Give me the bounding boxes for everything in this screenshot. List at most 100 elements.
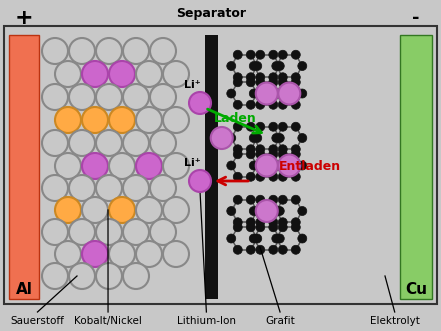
Circle shape [249, 161, 258, 170]
Circle shape [278, 78, 287, 87]
Circle shape [233, 78, 242, 87]
Circle shape [246, 122, 255, 131]
Circle shape [272, 161, 281, 170]
Circle shape [269, 223, 278, 232]
Circle shape [96, 263, 122, 289]
Circle shape [253, 62, 262, 71]
Circle shape [256, 100, 265, 109]
Circle shape [298, 234, 307, 243]
Circle shape [269, 122, 278, 131]
Circle shape [246, 150, 255, 159]
Bar [205, 35, 218, 299]
Circle shape [278, 150, 287, 159]
Circle shape [82, 61, 108, 87]
Circle shape [123, 38, 149, 64]
Circle shape [253, 161, 262, 170]
Circle shape [150, 38, 176, 64]
Circle shape [227, 62, 236, 71]
Circle shape [292, 195, 300, 204]
Circle shape [298, 89, 307, 98]
Circle shape [256, 145, 265, 154]
Circle shape [272, 234, 281, 243]
Circle shape [136, 153, 162, 179]
Circle shape [269, 78, 278, 87]
Circle shape [150, 175, 176, 201]
Circle shape [233, 245, 242, 254]
Circle shape [256, 122, 265, 131]
Circle shape [55, 241, 81, 267]
Circle shape [69, 219, 95, 245]
Circle shape [55, 153, 81, 179]
Circle shape [278, 218, 287, 227]
Circle shape [275, 89, 284, 98]
Circle shape [269, 195, 278, 204]
Circle shape [163, 153, 189, 179]
Circle shape [96, 219, 122, 245]
Circle shape [256, 223, 265, 232]
Circle shape [292, 172, 300, 181]
Circle shape [278, 145, 287, 154]
Circle shape [123, 219, 149, 245]
Circle shape [189, 170, 211, 192]
Circle shape [42, 219, 68, 245]
Text: +: + [15, 8, 34, 28]
Circle shape [136, 197, 162, 223]
Circle shape [136, 241, 162, 267]
Circle shape [275, 133, 284, 143]
Circle shape [150, 219, 176, 245]
Circle shape [233, 145, 242, 154]
Circle shape [96, 175, 122, 201]
Circle shape [163, 61, 189, 87]
Circle shape [109, 61, 135, 87]
Circle shape [249, 89, 258, 98]
Circle shape [253, 133, 262, 143]
Circle shape [272, 207, 281, 215]
Text: Elektrolyt: Elektrolyt [370, 316, 420, 326]
Circle shape [275, 234, 284, 243]
Circle shape [269, 218, 278, 227]
Circle shape [256, 172, 265, 181]
Circle shape [292, 218, 300, 227]
Circle shape [292, 73, 300, 82]
Circle shape [246, 245, 255, 254]
Circle shape [275, 161, 284, 170]
Circle shape [278, 122, 287, 131]
Circle shape [96, 130, 122, 156]
Circle shape [55, 107, 81, 133]
Circle shape [269, 145, 278, 154]
Circle shape [249, 207, 258, 215]
Circle shape [269, 172, 278, 181]
Circle shape [292, 245, 300, 254]
Text: Al: Al [15, 281, 33, 297]
Circle shape [246, 172, 255, 181]
Circle shape [256, 150, 265, 159]
Circle shape [298, 62, 307, 71]
Circle shape [246, 50, 255, 59]
Circle shape [123, 263, 149, 289]
Circle shape [233, 218, 242, 227]
Circle shape [136, 107, 162, 133]
Circle shape [163, 197, 189, 223]
Circle shape [123, 84, 149, 110]
Circle shape [298, 133, 307, 143]
Circle shape [96, 84, 122, 110]
Circle shape [292, 122, 300, 131]
Circle shape [253, 89, 262, 98]
Circle shape [278, 195, 287, 204]
Circle shape [269, 73, 278, 82]
Circle shape [253, 234, 262, 243]
Circle shape [256, 78, 265, 87]
Circle shape [298, 207, 307, 215]
Circle shape [233, 73, 242, 82]
Text: Entladen: Entladen [279, 160, 341, 172]
Circle shape [246, 223, 255, 232]
Circle shape [69, 84, 95, 110]
Circle shape [256, 50, 265, 59]
Circle shape [109, 197, 135, 223]
Circle shape [42, 130, 68, 156]
Text: Grafit: Grafit [265, 316, 295, 326]
Circle shape [82, 153, 108, 179]
Circle shape [150, 84, 176, 110]
Circle shape [246, 73, 255, 82]
Circle shape [278, 82, 300, 105]
